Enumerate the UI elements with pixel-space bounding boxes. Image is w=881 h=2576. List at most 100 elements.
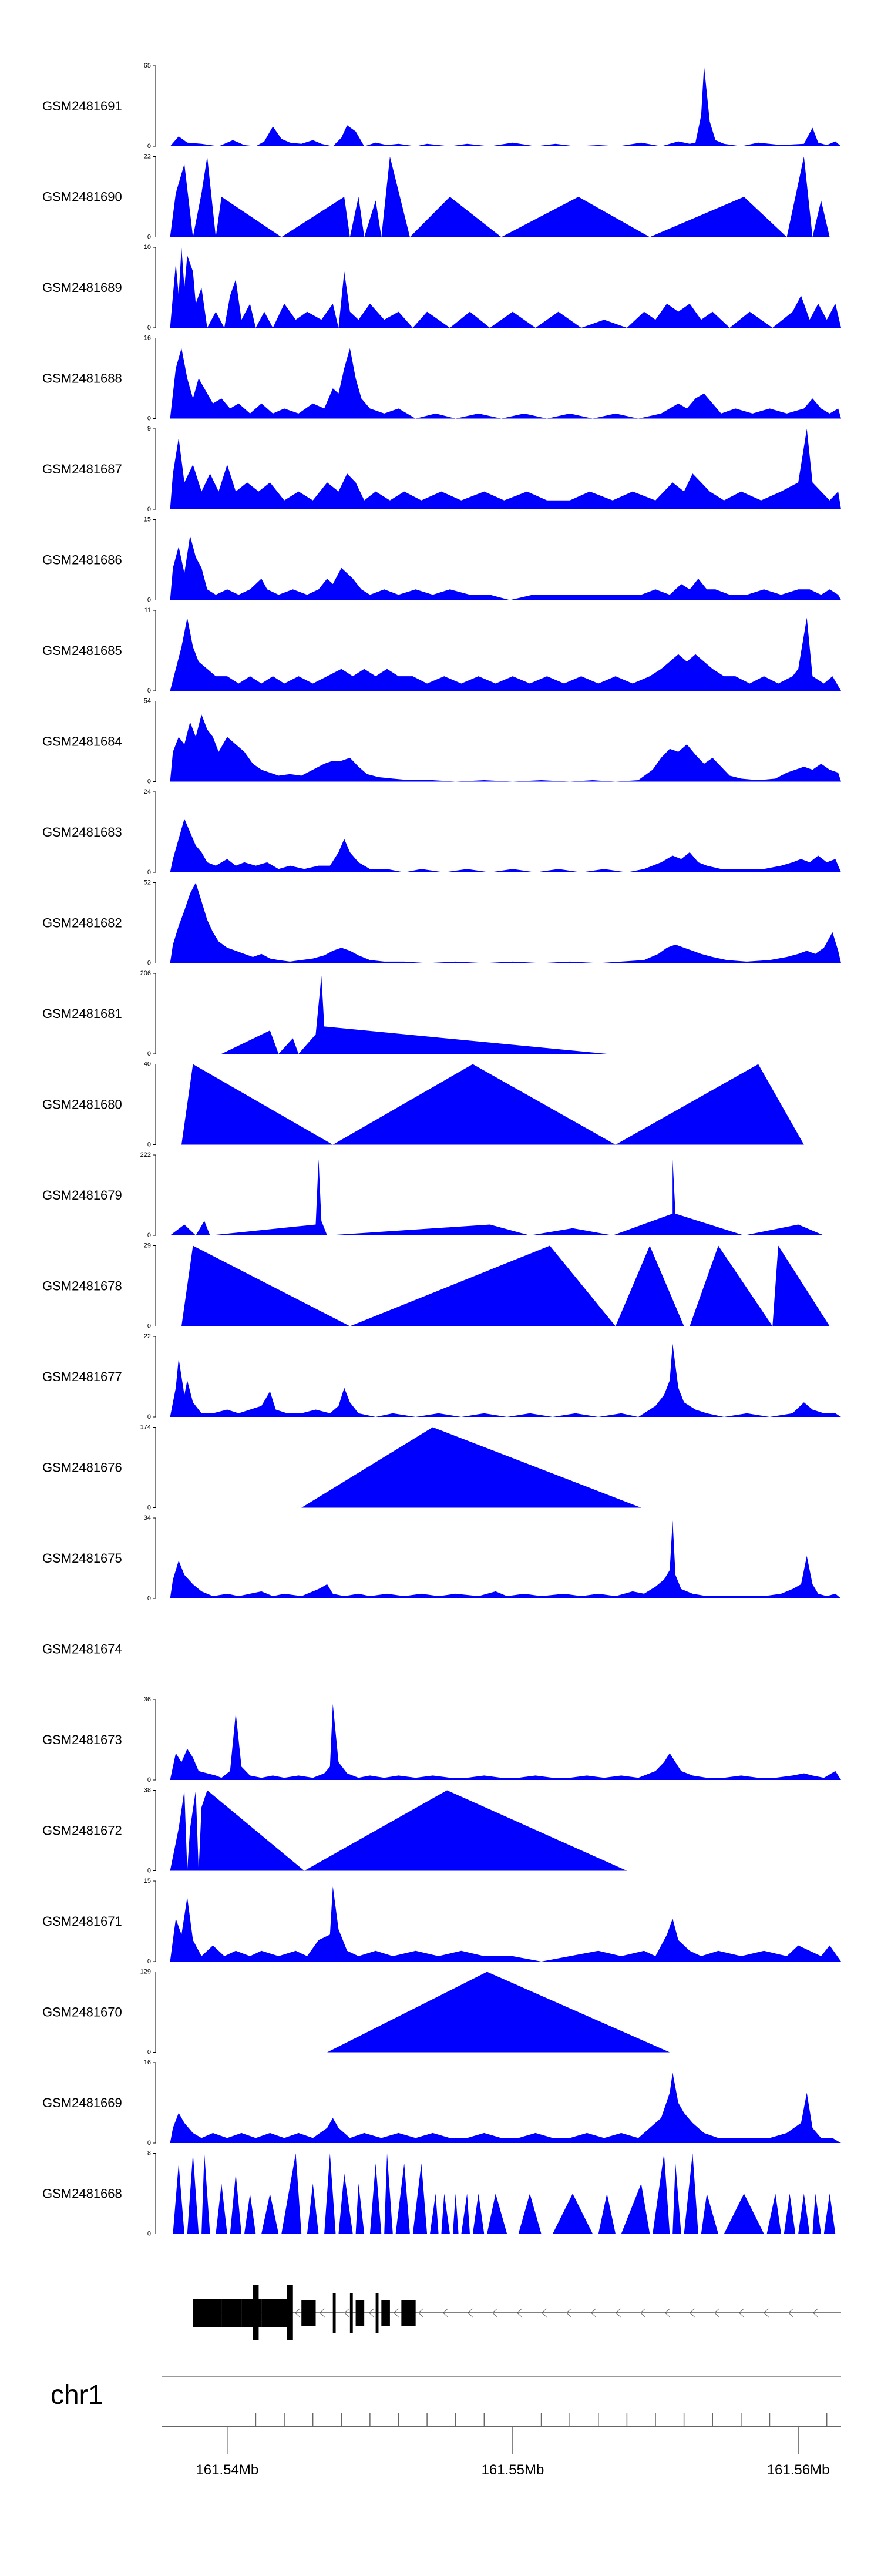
strand-arrow xyxy=(516,2308,522,2318)
gene-exon-marker xyxy=(253,2285,259,2340)
y-min-label: 0 xyxy=(147,2048,151,2056)
track-label: GSM2481669 xyxy=(42,2095,122,2110)
y-max-label: 24 xyxy=(144,788,151,795)
coverage-area xyxy=(173,2153,836,2234)
coverage-area xyxy=(170,1704,842,1780)
y-min-label: 0 xyxy=(147,778,151,785)
strand-arrow xyxy=(763,2308,769,2318)
track-GSM2481683: GSM2481683 24 0 xyxy=(42,788,842,876)
y-max-label: 11 xyxy=(144,607,151,614)
y-min-label: 0 xyxy=(147,233,151,240)
strand-arrow xyxy=(714,2308,719,2318)
chromosome-label: chr1 xyxy=(51,2379,103,2410)
y-min-label: 0 xyxy=(147,869,151,876)
coverage-area xyxy=(170,2073,842,2143)
track-GSM2481689: GSM2481689 10 0 xyxy=(42,244,842,331)
x-tick-label: 161.56Mb xyxy=(767,2462,830,2478)
y-max-label: 54 xyxy=(144,697,151,704)
y-max-label: 22 xyxy=(144,1333,151,1340)
strand-arrow xyxy=(689,2308,695,2318)
y-min-label: 0 xyxy=(147,1595,151,1602)
y-min-label: 0 xyxy=(147,959,151,966)
coverage-area xyxy=(170,348,842,419)
strand-arrow xyxy=(738,2308,744,2318)
y-min-label: 0 xyxy=(147,1413,151,1420)
track-GSM2481686: GSM2481686 15 0 xyxy=(42,516,842,603)
y-min-label: 0 xyxy=(147,2230,151,2237)
track-label: GSM2481689 xyxy=(42,280,122,295)
strand-arrow xyxy=(393,2308,399,2318)
y-max-label: 174 xyxy=(140,1423,151,1430)
track-GSM2481673: GSM2481673 36 0 xyxy=(42,1696,842,1784)
track-label: GSM2481688 xyxy=(42,371,122,385)
y-min-label: 0 xyxy=(147,1776,151,1784)
track-label: GSM2481691 xyxy=(42,99,122,113)
strand-arrow xyxy=(467,2308,473,2318)
y-max-label: 22 xyxy=(144,153,151,160)
strand-arrow xyxy=(541,2308,547,2318)
track-GSM2481691: GSM2481691 65 0 xyxy=(42,62,842,150)
track-label: GSM2481676 xyxy=(42,1460,122,1475)
gene-exon xyxy=(301,2300,316,2326)
gene-exon xyxy=(381,2300,390,2326)
strand-arrow xyxy=(418,2308,423,2318)
track-label: GSM2481682 xyxy=(42,915,122,930)
y-max-label: 40 xyxy=(144,1060,151,1067)
strand-arrow xyxy=(294,2308,300,2318)
y-max-label: 52 xyxy=(144,879,151,886)
track-GSM2481670: GSM2481670 129 0 xyxy=(42,1968,670,2056)
track-label: GSM2481671 xyxy=(42,1914,122,1929)
gene-exon xyxy=(332,2293,336,2333)
track-label: GSM2481690 xyxy=(42,189,122,204)
coverage-area xyxy=(170,617,842,691)
track-label: GSM2481680 xyxy=(42,1097,122,1111)
track-GSM2481677: GSM2481677 22 0 xyxy=(42,1333,842,1420)
coverage-area xyxy=(170,66,842,146)
coverage-area xyxy=(170,1159,824,1235)
y-min-label: 0 xyxy=(147,415,151,422)
coverage-area xyxy=(301,1427,641,1508)
coverage-area xyxy=(170,1344,842,1417)
track-label: GSM2481670 xyxy=(42,2004,122,2019)
x-tick-label: 161.55Mb xyxy=(482,2462,544,2478)
track-GSM2481678: GSM2481678 29 0 xyxy=(42,1242,830,1329)
strand-arrow xyxy=(640,2308,645,2318)
y-max-label: 16 xyxy=(144,334,151,341)
y-max-label: 65 xyxy=(144,62,151,69)
strand-arrow xyxy=(664,2308,670,2318)
y-min-label: 0 xyxy=(147,1050,151,1057)
y-max-label: 34 xyxy=(144,1514,151,1522)
track-GSM2481687: GSM2481687 9 0 xyxy=(42,425,842,513)
track-GSM2481668: GSM2481668 8 0 xyxy=(42,2150,836,2237)
track-label: GSM2481679 xyxy=(42,1188,122,1203)
strand-arrow xyxy=(615,2308,621,2318)
gene-exon xyxy=(349,2293,353,2333)
strand-arrow xyxy=(812,2308,818,2318)
y-min-label: 0 xyxy=(147,1322,151,1329)
coverage-area xyxy=(170,429,842,509)
track-GSM2481684: GSM2481684 54 0 xyxy=(42,697,842,785)
y-max-label: 16 xyxy=(144,2059,151,2066)
y-max-label: 129 xyxy=(140,1968,151,1975)
track-GSM2481688: GSM2481688 16 0 xyxy=(42,334,842,422)
strand-arrow xyxy=(492,2308,497,2318)
track-label: GSM2481672 xyxy=(42,1823,122,1838)
track-label: GSM2481668 xyxy=(42,2186,122,2201)
coverage-area xyxy=(327,1972,670,2053)
y-max-label: 15 xyxy=(144,1878,151,1885)
y-min-label: 0 xyxy=(147,506,151,513)
strand-arrow xyxy=(590,2308,596,2318)
track-label: GSM2481677 xyxy=(42,1369,122,1384)
track-GSM2481676: GSM2481676 174 0 xyxy=(42,1423,641,1511)
coverage-area xyxy=(170,882,842,963)
x-tick-label: 161.54Mb xyxy=(196,2462,258,2478)
y-max-label: 38 xyxy=(144,1786,151,1794)
track-label: GSM2481684 xyxy=(42,734,122,748)
strand-arrow xyxy=(788,2308,793,2318)
y-max-label: 206 xyxy=(140,970,151,977)
gene-exon xyxy=(401,2300,416,2326)
y-min-label: 0 xyxy=(147,1232,151,1239)
track-label: GSM2481683 xyxy=(42,825,122,839)
track-GSM2481674: GSM2481674 xyxy=(42,1641,122,1656)
